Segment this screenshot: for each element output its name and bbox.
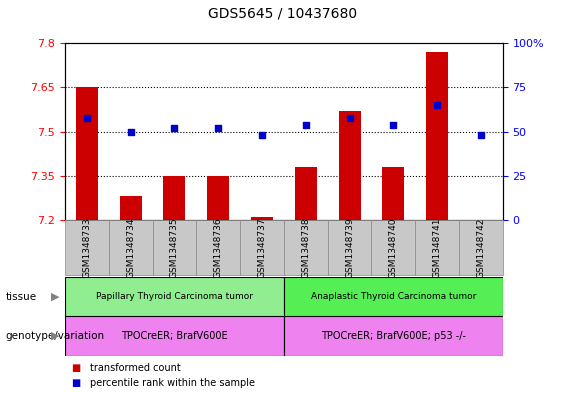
Bar (284, 277, 503, 316)
Bar (295, 167, 317, 220)
Point (214, 125, 223, 131)
Text: GSM1348736: GSM1348736 (214, 217, 223, 278)
Text: ■: ■ (71, 378, 80, 388)
Bar (120, 196, 142, 220)
Text: ▶: ▶ (51, 331, 59, 341)
Bar (153, 220, 197, 275)
Bar (284, 316, 503, 356)
Text: TPOCreER; BrafV600E: TPOCreER; BrafV600E (121, 331, 228, 341)
Text: GSM1348738: GSM1348738 (301, 217, 310, 278)
Text: GSM1348737: GSM1348737 (258, 217, 267, 278)
Point (389, 121, 398, 128)
Bar (163, 176, 185, 220)
Bar (383, 167, 405, 220)
Bar (284, 220, 328, 275)
Text: GDS5645 / 10437680: GDS5645 / 10437680 (208, 7, 357, 21)
Point (82, 114, 92, 121)
Point (170, 125, 179, 131)
Bar (197, 220, 240, 275)
Text: percentile rank within the sample: percentile rank within the sample (90, 378, 255, 388)
Text: TPOCreER; BrafV600E; p53 -/-: TPOCreER; BrafV600E; p53 -/- (321, 331, 466, 341)
Bar (65, 316, 284, 356)
Text: genotype/variation: genotype/variation (6, 331, 105, 341)
Bar (372, 220, 415, 275)
Point (126, 129, 135, 135)
Bar (76, 87, 98, 220)
Point (345, 114, 354, 121)
Bar (338, 111, 360, 220)
Bar (240, 220, 284, 275)
Text: GSM1348742: GSM1348742 (476, 217, 485, 278)
Text: ■: ■ (71, 363, 80, 373)
Bar (426, 52, 448, 220)
Text: GSM1348740: GSM1348740 (389, 217, 398, 278)
Text: GSM1348741: GSM1348741 (433, 217, 442, 278)
Point (258, 132, 267, 138)
Text: Papillary Thyroid Carcinoma tumor: Papillary Thyroid Carcinoma tumor (96, 292, 253, 301)
Bar (415, 220, 459, 275)
Text: GSM1348735: GSM1348735 (170, 217, 179, 278)
Text: Anaplastic Thyroid Carcinoma tumor: Anaplastic Thyroid Carcinoma tumor (311, 292, 476, 301)
Bar (65, 277, 284, 316)
Bar (328, 220, 372, 275)
Point (433, 102, 442, 108)
Point (476, 132, 485, 138)
Text: transformed count: transformed count (90, 363, 181, 373)
Bar (459, 220, 503, 275)
Text: ▶: ▶ (51, 292, 59, 302)
Bar (65, 220, 109, 275)
Bar (108, 220, 153, 275)
Point (301, 121, 310, 128)
Bar (251, 217, 273, 220)
Text: GSM1348734: GSM1348734 (126, 217, 135, 278)
Text: GSM1348739: GSM1348739 (345, 217, 354, 278)
Bar (207, 176, 229, 220)
Text: GSM1348733: GSM1348733 (82, 217, 92, 278)
Text: tissue: tissue (6, 292, 37, 302)
